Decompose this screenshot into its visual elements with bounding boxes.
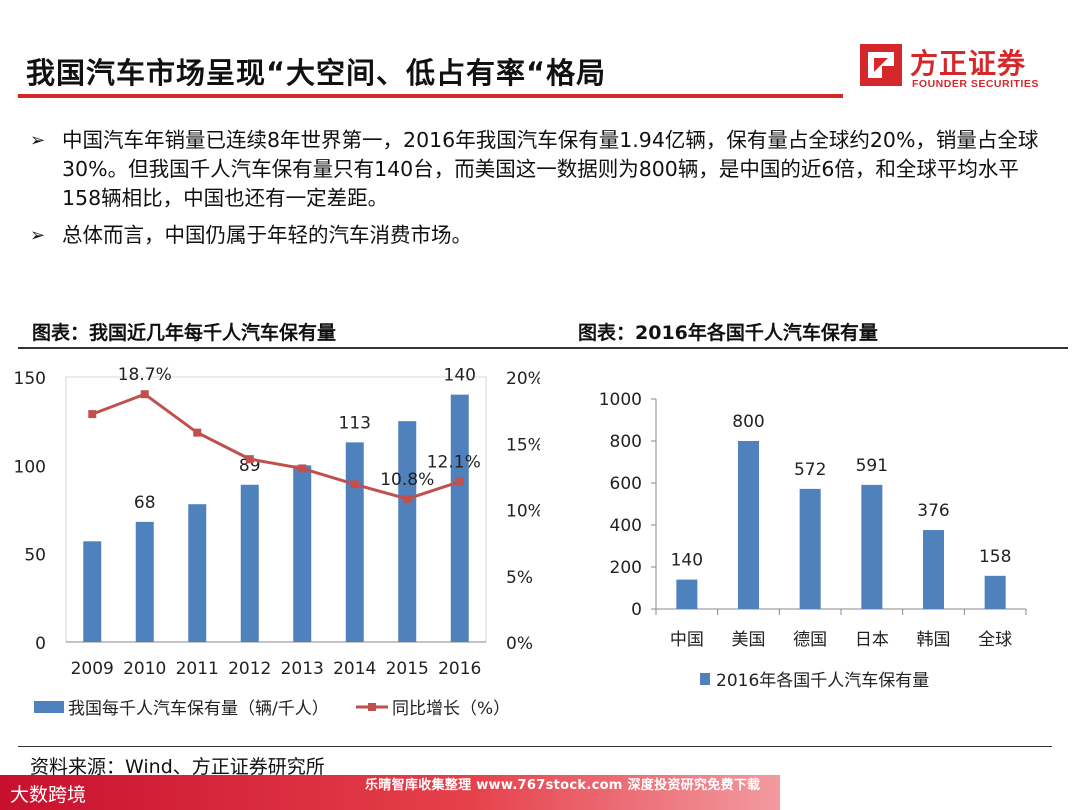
y-tick-label: 600 <box>610 474 642 494</box>
title-divider <box>18 94 843 98</box>
y-tick-label: 0 <box>631 600 642 620</box>
founder-logo-icon <box>860 44 902 86</box>
bar-data-label: 591 <box>856 456 888 476</box>
x-tick-label: 日本 <box>855 630 889 650</box>
bar-mark <box>345 442 364 642</box>
bar-data-label: 572 <box>794 460 826 480</box>
line-point-marker <box>88 410 97 419</box>
x-tick-label: 德国 <box>793 630 827 650</box>
line-point-marker <box>245 455 254 464</box>
bar-mark <box>923 530 944 609</box>
bar-mark <box>676 579 698 609</box>
logo-text-en: FOUNDER SECURITIES <box>912 78 1039 90</box>
line-point-marker <box>350 480 359 489</box>
y-tick-label: 800 <box>610 432 642 452</box>
bullet-arrow-icon: ➢ <box>30 225 46 246</box>
bar-data-label: 140 <box>671 551 703 571</box>
plot-area-frame <box>65 376 487 643</box>
bar-mark <box>450 394 469 642</box>
watermark-bar <box>0 775 780 810</box>
growth-line <box>91 392 461 501</box>
x-tick-label: 美国 <box>732 630 766 650</box>
founder-logo: 方正证券 FOUNDER SECURITIES <box>860 40 1060 98</box>
bar-data-label: 140 <box>444 366 476 386</box>
source-divider <box>18 746 1052 747</box>
watermark-text: 乐晴智库收集整理 www.767stock.com 深度投资研究免费下载 <box>365 778 761 793</box>
bar-mark <box>188 504 207 642</box>
line-point-marker <box>140 390 149 399</box>
legend-bar-swatch <box>34 701 64 713</box>
legend-bar-swatch <box>700 673 710 685</box>
y-left-tick-label: 50 <box>24 546 46 566</box>
chart1-title: 图表：我国近几年每千人汽车保有量 <box>32 322 337 344</box>
x-tick-label: 2010 <box>123 659 166 679</box>
legend-bar-label: 我国每千人汽车保有量（辆/千人） <box>68 699 329 719</box>
line-data-label: 18.7% <box>118 365 172 385</box>
bullet-item: ➢ 总体而言，中国仍属于年轻的汽车消费市场。 <box>30 221 1040 250</box>
bar-mark <box>293 465 312 642</box>
chart2-title: 图表：2016年各国千人汽车保有量 <box>578 322 878 344</box>
chart-china-cars-per-thousand: 0501001500%5%10%15%20%200968201020118920… <box>14 365 540 719</box>
y-right-tick-label: 15% <box>506 435 540 455</box>
bar-data-label: 68 <box>134 493 156 513</box>
x-tick-label: 2011 <box>176 659 219 679</box>
line-data-label: 10.8% <box>380 470 434 490</box>
x-tick-label: 韩国 <box>917 630 951 650</box>
legend-line-label: 同比增长（%） <box>392 699 510 719</box>
x-tick-label: 2016 <box>438 659 481 679</box>
bar-mark <box>83 541 102 642</box>
bullet-item: ➢ 中国汽车年销量已连续8年世界第一，2016年我国汽车保有量1.94亿辆，保有… <box>30 126 1040 213</box>
x-tick-label: 全球 <box>978 630 1012 650</box>
chart-country-cars-per-thousand: 0 200 400 600 800 1000 140 中国 800 美国 572 德国 591 日本 376… <box>599 390 1027 691</box>
bar-data-label: 113 <box>339 413 371 433</box>
bar-mark <box>240 484 259 642</box>
bar-mark <box>799 488 821 609</box>
x-tick-label: 2015 <box>386 659 429 679</box>
bar-mark <box>135 521 154 642</box>
logo-text-cn: 方正证券 <box>910 47 1027 80</box>
y-right-tick-label: 0% <box>506 634 533 654</box>
bullet-text: 中国汽车年销量已连续8年世界第一，2016年我国汽车保有量1.94亿辆，保有量占… <box>62 128 1039 210</box>
legend-bar-label: 2016年各国千人汽车保有量 <box>716 671 929 691</box>
y-tick-label: 1000 <box>599 390 642 410</box>
line-point-marker <box>193 428 202 437</box>
y-left-tick-label: 0 <box>35 634 46 654</box>
bar-data-label: 376 <box>917 501 949 521</box>
chart-header-divider <box>18 347 1068 349</box>
x-tick-label: 2013 <box>281 659 324 679</box>
y-tick-label: 200 <box>610 558 642 578</box>
line-point-marker <box>455 477 464 486</box>
bullet-arrow-icon: ➢ <box>30 130 46 151</box>
bar-mark <box>738 441 759 609</box>
line-point-marker <box>298 464 307 473</box>
y-left-tick-label: 150 <box>14 369 46 389</box>
source-note: 资料来源：Wind、方正证券研究所 <box>30 756 325 778</box>
legend-line-marker <box>368 703 376 711</box>
page-title: 我国汽车市场呈现“大空间、低占有率“格局 <box>26 56 607 90</box>
y-right-tick-label: 20% <box>506 369 540 389</box>
bullet-list: ➢ 中国汽车年销量已连续8年世界第一，2016年我国汽车保有量1.94亿辆，保有… <box>30 126 1040 258</box>
x-tick-label: 2012 <box>228 659 271 679</box>
x-tick-label: 中国 <box>670 630 704 650</box>
y-right-tick-label: 5% <box>506 568 533 588</box>
bar-data-label: 800 <box>732 412 764 432</box>
bar-mark <box>398 421 417 642</box>
x-tick-label: 2014 <box>333 659 376 679</box>
watermark-brand: 大数跨境 <box>10 784 87 806</box>
bar-data-label: 158 <box>979 547 1011 567</box>
line-point-marker <box>403 494 412 503</box>
y-left-tick-label: 100 <box>14 457 46 477</box>
line-data-label: 12.1% <box>427 453 481 473</box>
bar-mark <box>984 575 1006 609</box>
y-right-tick-label: 10% <box>506 502 540 522</box>
x-tick-label: 2009 <box>71 659 114 679</box>
bullet-text: 总体而言，中国仍属于年轻的汽车消费市场。 <box>62 223 472 247</box>
bar-mark <box>861 484 883 609</box>
y-tick-label: 400 <box>610 516 642 536</box>
